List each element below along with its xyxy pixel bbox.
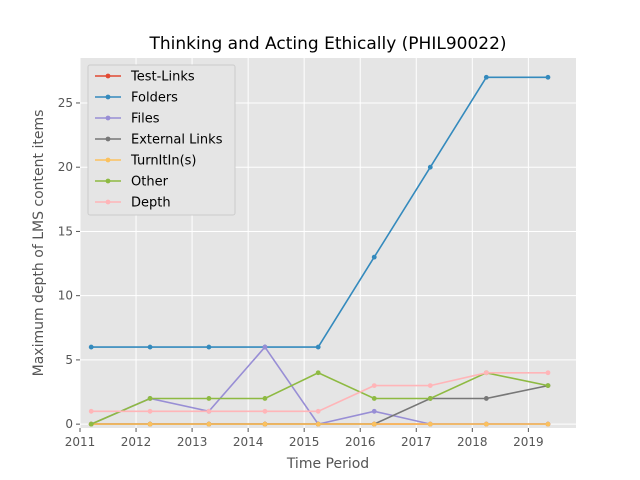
data-point-turnitin-s bbox=[545, 421, 551, 427]
data-point-other bbox=[545, 383, 551, 389]
data-point-folders bbox=[315, 344, 321, 350]
series-other bbox=[88, 370, 551, 427]
data-point-folders bbox=[88, 344, 94, 350]
x-tick-label: 2013 bbox=[177, 435, 208, 449]
legend-label: Test-Links bbox=[130, 70, 195, 85]
x-tick-label: 2017 bbox=[401, 435, 432, 449]
legend-label: External Links bbox=[131, 133, 223, 148]
series-depth bbox=[88, 370, 551, 414]
legend-label: Folders bbox=[131, 91, 178, 106]
grid bbox=[79, 58, 576, 428]
data-point-turnitin-s bbox=[371, 421, 377, 427]
legend-swatch-marker bbox=[105, 115, 111, 121]
legend-swatch-marker bbox=[105, 199, 111, 205]
data-point-external-links bbox=[483, 396, 489, 401]
data-point-depth bbox=[483, 370, 489, 376]
legend: Test-Links Folders Files External Links Turn… bbox=[87, 64, 236, 216]
legend-item-folders: Folders bbox=[95, 91, 178, 106]
data-point-files bbox=[371, 408, 377, 414]
y-tick-label: 0 bbox=[65, 417, 73, 431]
legend-swatch-marker bbox=[105, 136, 111, 142]
data-point-other bbox=[88, 421, 94, 427]
axis-ticks: 2011 2012 2013 2014 2015 2016 2017 2018 20190510… bbox=[58, 96, 544, 449]
data-point-depth bbox=[371, 383, 377, 389]
x-tick-label: 2014 bbox=[233, 435, 264, 449]
legend-swatch-marker bbox=[105, 94, 111, 100]
x-axis-label: Time Period bbox=[286, 456, 369, 472]
data-point-depth bbox=[147, 408, 153, 414]
y-tick-label: 20 bbox=[58, 160, 73, 174]
data-point-other bbox=[147, 396, 153, 401]
legend-swatch-marker bbox=[105, 178, 111, 184]
y-tick-label: 25 bbox=[58, 96, 73, 110]
y-tick-label: 15 bbox=[58, 224, 73, 238]
data-point-folders bbox=[483, 74, 489, 80]
data-point-other bbox=[206, 396, 212, 401]
data-point-turnitin-s bbox=[147, 421, 153, 427]
data-point-other bbox=[315, 370, 321, 376]
chart-title: Thinking and Acting Ethically (PHIL90022… bbox=[148, 34, 506, 54]
data-point-depth bbox=[427, 383, 433, 389]
series-layer bbox=[88, 74, 551, 427]
legend-item-test-links: Test-Links bbox=[95, 70, 195, 85]
legend-box bbox=[87, 64, 236, 216]
legend-swatch-marker bbox=[105, 73, 111, 79]
y-tick-label: 10 bbox=[58, 289, 73, 303]
data-point-depth bbox=[315, 408, 321, 414]
x-tick-label: 2016 bbox=[345, 435, 376, 449]
legend-swatch-marker bbox=[105, 157, 111, 163]
data-point-turnitin-s bbox=[262, 421, 268, 427]
legend-label: Files bbox=[131, 112, 160, 127]
legend-item-turnitin-s: TurnItIn(s) bbox=[95, 154, 196, 169]
legend-label: Depth bbox=[131, 196, 171, 211]
legend-item-external-links: External Links bbox=[95, 133, 223, 148]
legend-item-files: Files bbox=[95, 112, 160, 127]
series-folders bbox=[88, 74, 551, 350]
data-point-folders bbox=[427, 164, 433, 170]
data-point-depth bbox=[262, 408, 268, 414]
data-point-depth bbox=[88, 408, 94, 414]
x-tick-label: 2011 bbox=[65, 435, 96, 449]
data-point-other bbox=[262, 396, 268, 401]
data-point-other bbox=[371, 396, 377, 401]
legend-item-depth: Depth bbox=[95, 196, 171, 211]
data-point-turnitin-s bbox=[206, 421, 212, 427]
legend-item-other: Other bbox=[95, 175, 169, 190]
legend-label: Other bbox=[131, 175, 169, 190]
data-point-folders bbox=[147, 344, 153, 350]
y-axis-label: Maximum depth of LMS content items bbox=[31, 110, 47, 377]
data-point-files bbox=[262, 344, 268, 350]
legend-label: TurnItIn(s) bbox=[130, 154, 196, 169]
data-point-depth bbox=[545, 370, 551, 376]
data-point-depth bbox=[206, 408, 212, 414]
y-tick-label: 5 bbox=[65, 353, 73, 367]
data-point-folders bbox=[206, 344, 212, 350]
data-point-turnitin-s bbox=[427, 421, 433, 427]
data-point-turnitin-s bbox=[483, 421, 489, 427]
x-tick-label: 2019 bbox=[513, 435, 544, 449]
x-tick-label: 2018 bbox=[457, 435, 488, 449]
data-point-turnitin-s bbox=[315, 421, 321, 427]
x-tick-label: 2015 bbox=[289, 435, 320, 449]
data-point-folders bbox=[545, 74, 551, 80]
data-point-folders bbox=[371, 254, 377, 260]
x-tick-label: 2012 bbox=[121, 435, 152, 449]
data-point-other bbox=[427, 396, 433, 401]
